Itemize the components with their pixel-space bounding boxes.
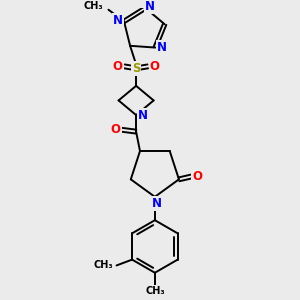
Text: CH₃: CH₃ [145,286,165,296]
Text: N: N [145,0,155,13]
Text: CH₃: CH₃ [94,260,114,270]
Text: O: O [150,60,160,73]
Text: O: O [192,170,203,183]
Text: N: N [157,41,167,54]
Text: O: O [112,60,123,73]
Text: N: N [152,197,162,210]
Text: S: S [132,62,140,75]
Text: N: N [138,109,148,122]
Text: O: O [111,123,121,136]
Text: N: N [113,14,123,27]
Text: CH₃: CH₃ [84,1,104,11]
